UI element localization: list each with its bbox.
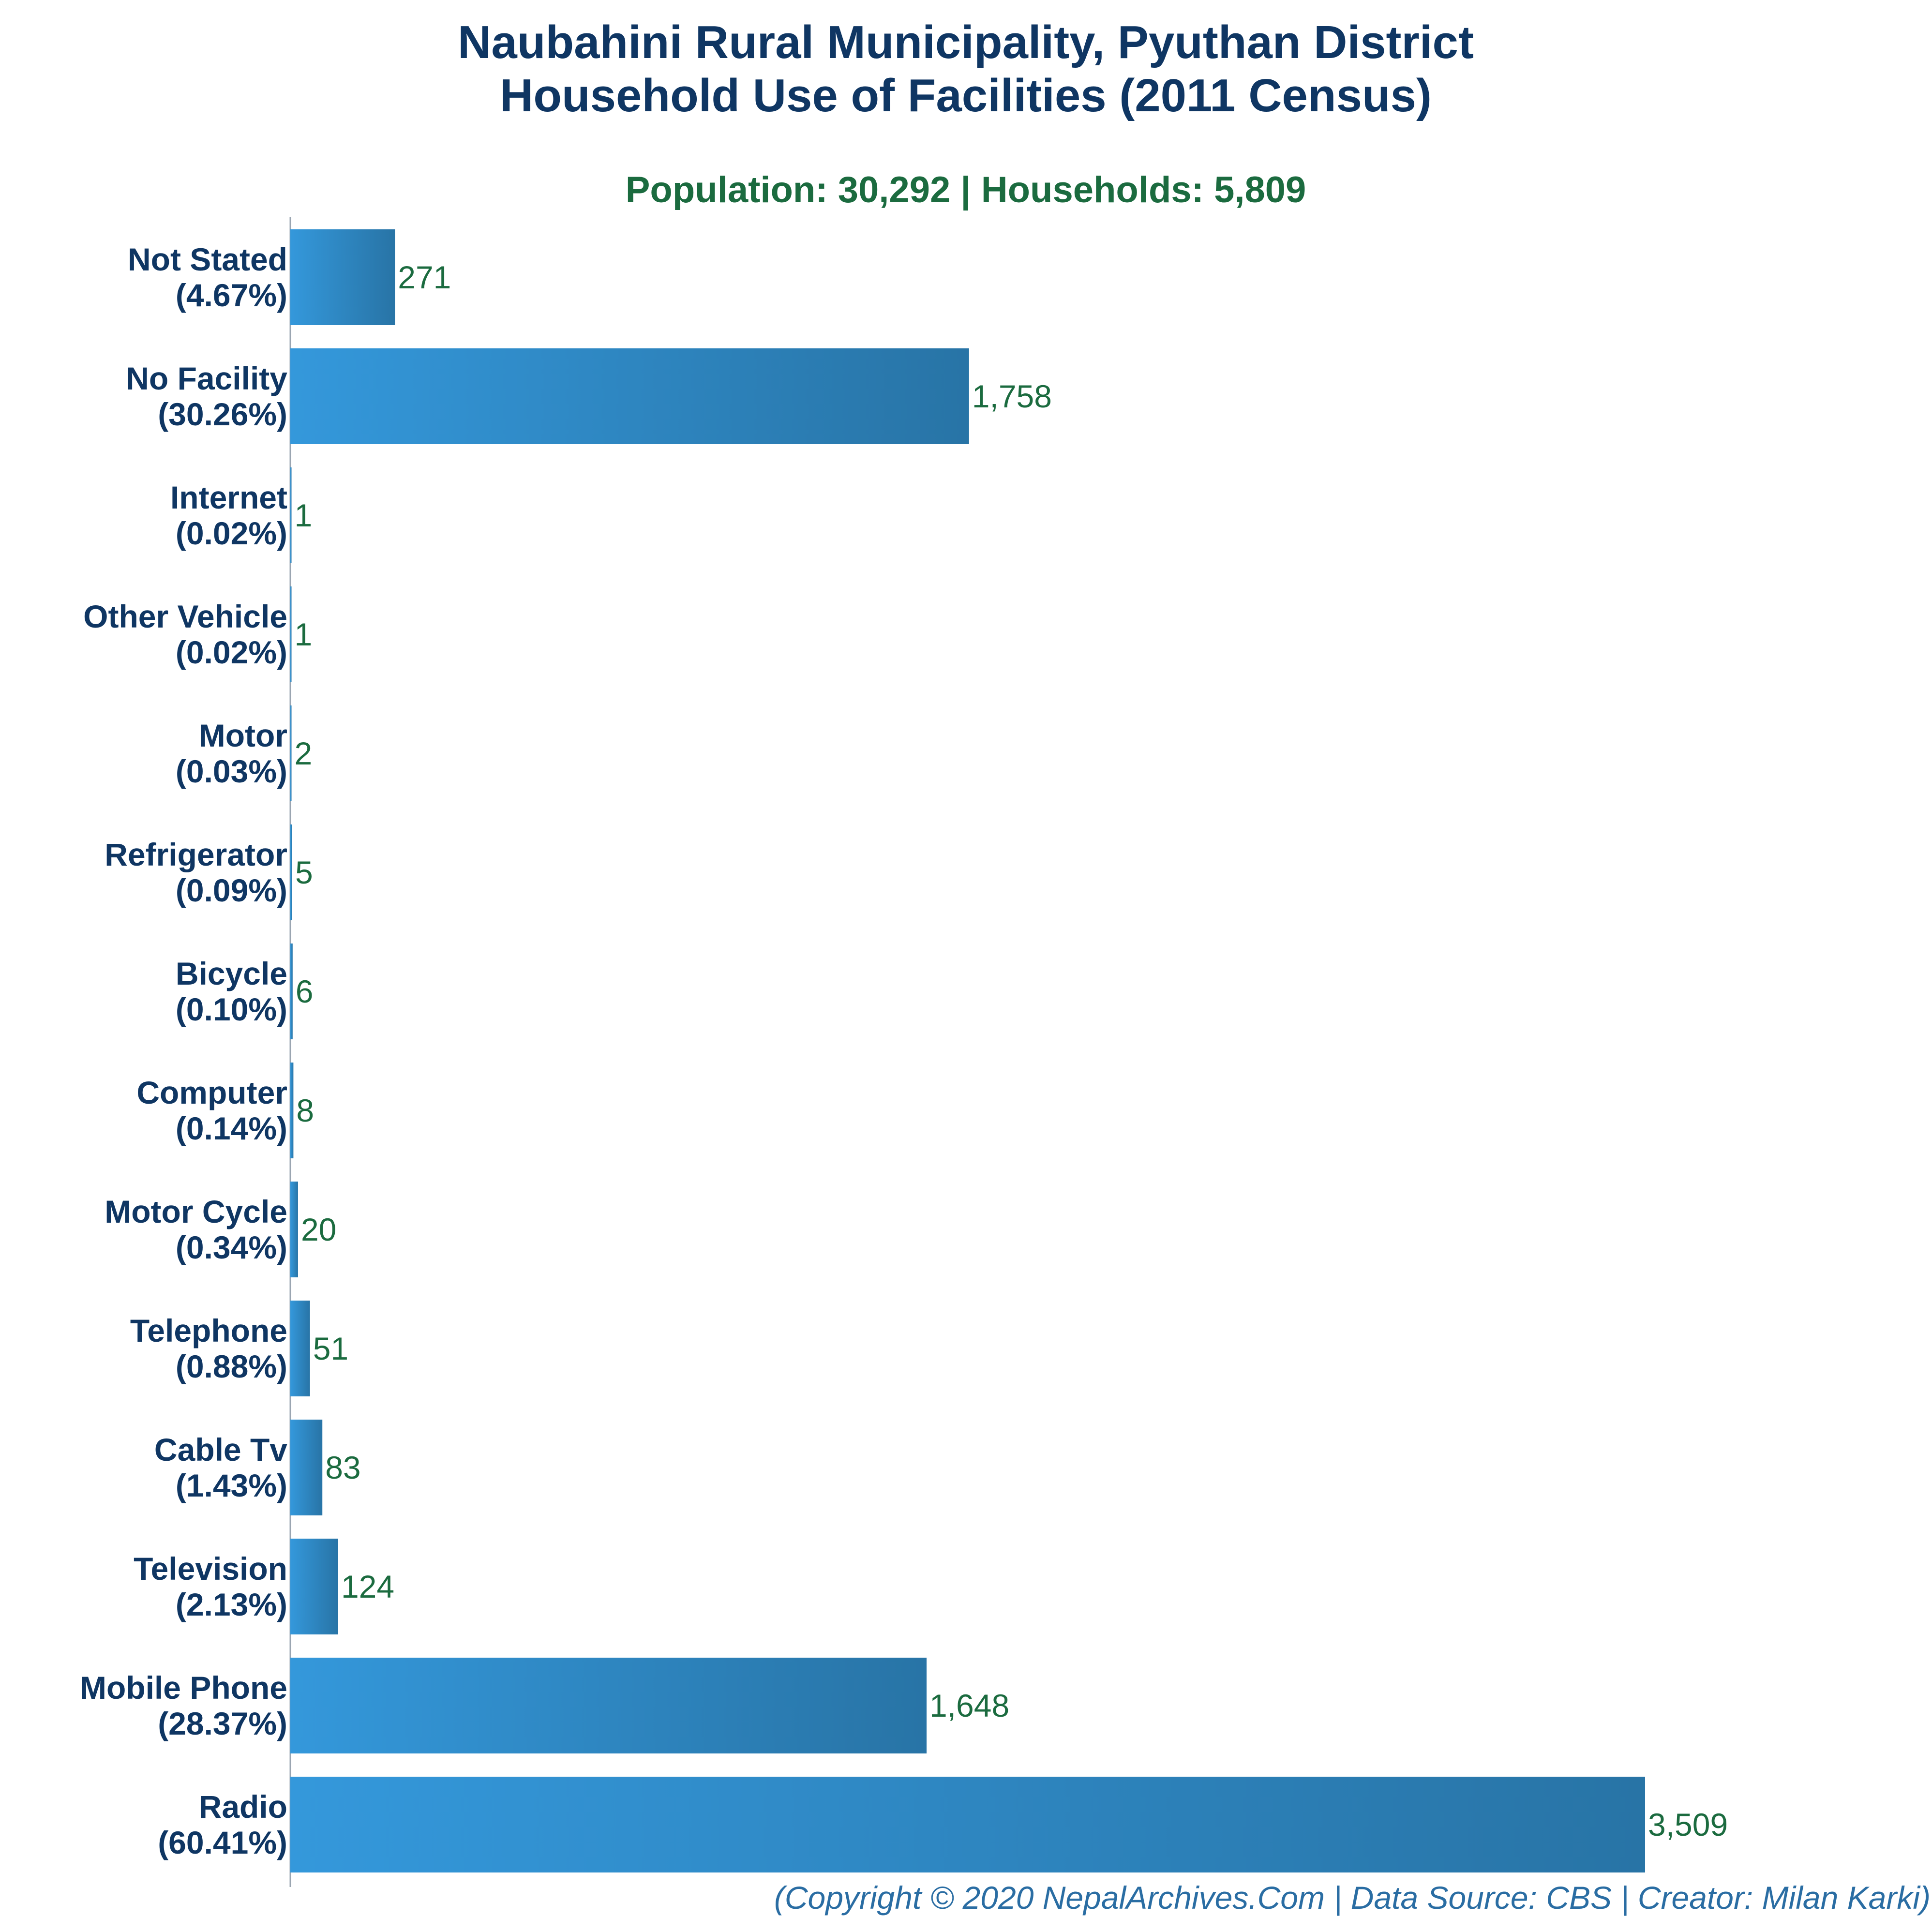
category-labels: Not Stated(4.67%) No Facility(30.26%) Inte… (80, 241, 287, 1860)
category-percent-internet: (0.02%) (176, 515, 287, 551)
category-percent-refrigerator: (0.09%) (176, 872, 287, 908)
bar-television (290, 1539, 338, 1634)
category-percent-not-stated: (4.67%) (176, 277, 287, 313)
category-label-not-stated: Not Stated (128, 241, 287, 277)
category-label-telephone: Telephone (130, 1313, 287, 1348)
category-percent-cable-tv: (1.43%) (176, 1468, 287, 1503)
category-label-radio: Radio (199, 1789, 287, 1825)
category-label-computer: Computer (136, 1075, 287, 1110)
value-label-refrigerator: 5 (295, 854, 313, 890)
bar-internet (290, 467, 292, 563)
value-label-bicycle: 6 (296, 973, 314, 1009)
bar-no-facility (290, 348, 969, 444)
bar-motor-cycle (290, 1182, 298, 1277)
category-label-motor: Motor (199, 718, 287, 753)
chart-title-line1: Naubahini Rural Municipality, Pyuthan Di… (458, 16, 1474, 68)
value-label-television: 124 (341, 1569, 394, 1604)
category-percent-motor-cycle: (0.34%) (176, 1229, 287, 1265)
value-label-mobile-phone: 1,648 (929, 1688, 1009, 1723)
chart-subtitle: Population: 30,292 | Households: 5,809 (626, 169, 1306, 211)
category-label-motor-cycle: Motor Cycle (105, 1194, 287, 1229)
chart-title-line2: Household Use of Facilities (2011 Census… (500, 70, 1432, 121)
category-label-bicycle: Bicycle (176, 956, 287, 991)
category-label-other-vehicle: Other Vehicle (83, 599, 287, 634)
category-percent-other-vehicle: (0.02%) (176, 634, 287, 670)
bar-other-vehicle (290, 586, 292, 682)
category-percent-bicycle: (0.10%) (176, 991, 287, 1027)
category-label-television: Television (134, 1551, 287, 1587)
category-label-refrigerator: Refrigerator (105, 837, 287, 872)
footer-credit: (Copyright © 2020 NepalArchives.Com | Da… (774, 1880, 1931, 1917)
category-percent-radio: (60.41%) (158, 1825, 287, 1860)
bar-refrigerator (290, 824, 292, 920)
value-labels: 271 1,758 1 1 2 5 6 8 20 51 83 124 1,648 3,509 (295, 259, 1728, 1842)
category-label-cable-tv: Cable Tv (154, 1432, 287, 1468)
bar-computer (290, 1063, 294, 1158)
value-label-radio: 3,509 (1648, 1807, 1728, 1842)
bar-radio (290, 1777, 1645, 1872)
bar-not-stated (290, 229, 395, 325)
bar-telephone (290, 1301, 310, 1396)
bar-cable-tv (290, 1420, 323, 1515)
category-label-no-facility: No Facility (126, 360, 287, 396)
category-percent-mobile-phone: (28.37%) (158, 1706, 287, 1741)
category-label-mobile-phone: Mobile Phone (80, 1670, 287, 1706)
bar-bicycle (290, 944, 293, 1039)
value-label-internet: 1 (295, 497, 313, 533)
category-percent-motor: (0.03%) (176, 753, 287, 789)
bar-motor (290, 705, 292, 801)
bar-mobile-phone (290, 1658, 927, 1753)
category-percent-television: (2.13%) (176, 1587, 287, 1622)
category-percent-no-facility: (30.26%) (158, 396, 287, 432)
category-percent-telephone: (0.88%) (176, 1348, 287, 1384)
bars-layer (290, 229, 1645, 1872)
category-label-internet: Internet (170, 479, 287, 515)
value-label-not-stated: 271 (398, 259, 451, 295)
value-label-telephone: 51 (313, 1331, 348, 1366)
value-label-motor-cycle: 20 (301, 1212, 336, 1247)
value-label-other-vehicle: 1 (295, 616, 313, 652)
value-label-cable-tv: 83 (325, 1450, 360, 1485)
value-label-no-facility: 1,758 (972, 378, 1052, 414)
value-label-motor: 2 (295, 735, 313, 771)
category-percent-computer: (0.14%) (176, 1110, 287, 1146)
value-label-computer: 8 (296, 1093, 314, 1128)
